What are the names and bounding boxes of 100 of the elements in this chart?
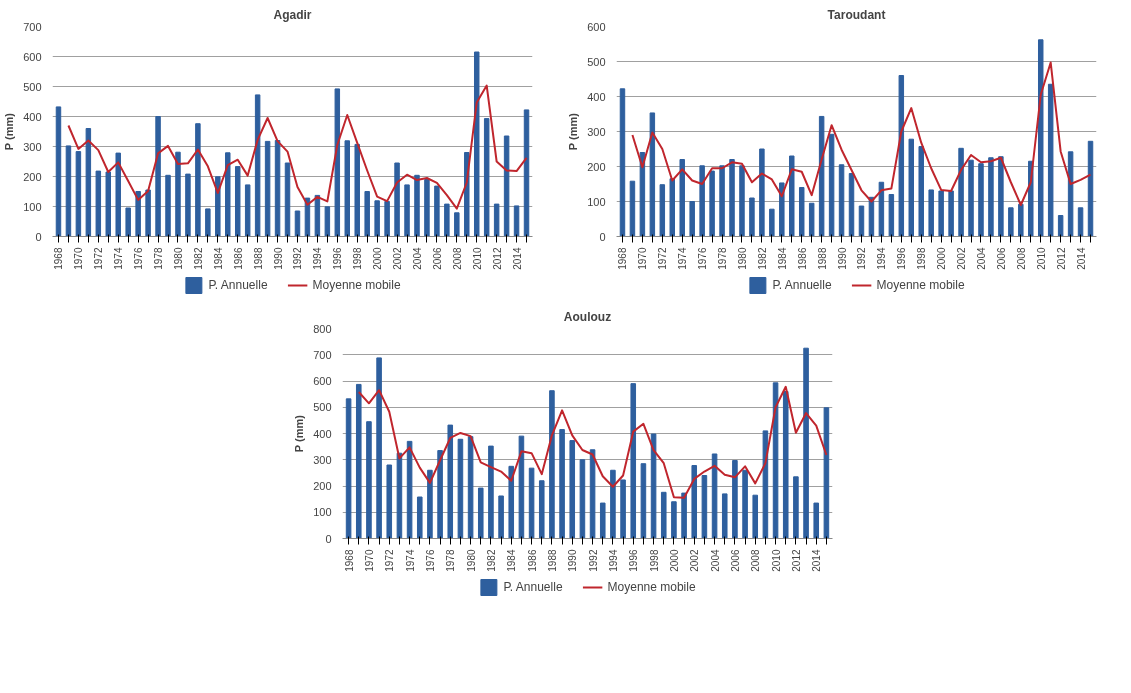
x-tick-label: 1978 xyxy=(717,247,729,270)
x-tick-label: 2006 xyxy=(729,549,741,572)
line-series xyxy=(357,385,828,499)
bar xyxy=(427,469,433,539)
bar xyxy=(406,440,413,539)
bar xyxy=(640,463,647,539)
line-series xyxy=(67,84,528,210)
bar xyxy=(928,189,934,237)
x-tick-label: 1996 xyxy=(896,247,908,270)
bar xyxy=(808,202,815,237)
bar xyxy=(721,493,728,539)
bar xyxy=(699,165,705,237)
x-tick-label: 1978 xyxy=(445,549,457,572)
bar xyxy=(579,459,586,539)
bar xyxy=(244,184,251,237)
x-tick-label: 1980 xyxy=(736,247,748,270)
bar xyxy=(366,421,372,539)
x-tick-label: 1994 xyxy=(312,247,324,270)
bar xyxy=(629,180,636,237)
bar xyxy=(759,148,765,237)
bar xyxy=(569,440,576,539)
x-tick-label: 1970 xyxy=(73,247,85,270)
bar xyxy=(454,212,460,237)
x-tick-label: 1982 xyxy=(192,247,204,270)
x-tick-label: 1988 xyxy=(816,247,828,270)
x-tick-label: 2012 xyxy=(790,549,802,572)
bar xyxy=(364,191,370,237)
bar xyxy=(473,51,480,237)
bar xyxy=(689,201,695,237)
x-tick-label: 1986 xyxy=(796,247,808,270)
legend-label: Moyenne mobile xyxy=(312,278,401,292)
bar xyxy=(135,191,141,237)
x-tick-label: 1982 xyxy=(485,549,497,572)
x-tick-label: 1976 xyxy=(424,549,436,572)
y-tick-label: 100 xyxy=(587,195,606,208)
x-tick-label: 1970 xyxy=(637,247,649,270)
y-tick-label: 0 xyxy=(35,230,42,243)
y-tick-label: 500 xyxy=(313,401,332,414)
line-series xyxy=(631,61,1092,206)
bar xyxy=(818,115,825,237)
x-tick-label: 1970 xyxy=(363,549,375,572)
x-tick-label: 1984 xyxy=(776,247,788,270)
x-tick-label: 1998 xyxy=(648,549,660,572)
bar xyxy=(1047,83,1054,237)
bar xyxy=(434,185,440,237)
y-tick-label: 600 xyxy=(313,375,332,387)
bar xyxy=(813,502,820,539)
x-tick-label: 1974 xyxy=(404,549,416,572)
y-tick-label: 400 xyxy=(313,427,332,440)
y-tick-label: 0 xyxy=(599,230,606,243)
x-tick-label: 2008 xyxy=(750,549,762,572)
bar xyxy=(355,383,362,539)
y-tick-label: 400 xyxy=(23,110,42,123)
x-tick-label: 1990 xyxy=(272,247,284,270)
bar xyxy=(779,182,785,237)
x-tick-label: 1988 xyxy=(252,247,264,270)
x-tick-label: 1972 xyxy=(384,549,396,572)
bar xyxy=(988,157,994,237)
x-tick-label: 2004 xyxy=(975,247,987,270)
x-tick-label: 1974 xyxy=(113,247,125,270)
bar xyxy=(225,152,231,237)
bar xyxy=(264,140,271,237)
bar xyxy=(85,128,92,237)
bar xyxy=(376,357,382,539)
x-tick-label: 2000 xyxy=(372,247,384,270)
x-tick-label: 2014 xyxy=(1075,247,1087,270)
bar xyxy=(1057,215,1064,237)
x-tick-label: 1980 xyxy=(465,549,477,572)
bar xyxy=(1018,203,1024,237)
bar xyxy=(619,88,626,237)
bar xyxy=(215,176,221,237)
bar xyxy=(599,502,606,539)
bar xyxy=(354,143,360,237)
y-tick-label: 300 xyxy=(23,140,42,153)
chart-title: Aoulouz xyxy=(563,309,612,324)
bar xyxy=(998,156,1004,237)
x-tick-label: 1992 xyxy=(856,247,868,270)
x-tick-label: 2000 xyxy=(668,549,680,572)
bar xyxy=(294,210,301,237)
bar xyxy=(518,435,525,539)
y-tick-label: 700 xyxy=(313,348,332,361)
bar xyxy=(538,480,545,539)
x-tick-label: 1992 xyxy=(292,247,304,270)
y-tick-label: 500 xyxy=(23,80,42,93)
x-tick-label: 2004 xyxy=(411,247,423,270)
bar xyxy=(610,469,616,539)
bar xyxy=(888,194,895,237)
bar xyxy=(719,165,725,237)
bar xyxy=(457,438,464,539)
bar xyxy=(155,116,161,237)
bar xyxy=(681,492,687,539)
x-tick-label: 1972 xyxy=(657,247,669,270)
x-tick-label: 1996 xyxy=(332,247,344,270)
x-tick-label: 1972 xyxy=(93,247,105,270)
bar xyxy=(823,407,830,539)
x-tick-label: 1974 xyxy=(677,247,689,270)
x-tick-label: 1994 xyxy=(876,247,888,270)
bar xyxy=(838,164,845,237)
x-tick-label: 1976 xyxy=(133,247,145,270)
bar xyxy=(384,200,390,237)
